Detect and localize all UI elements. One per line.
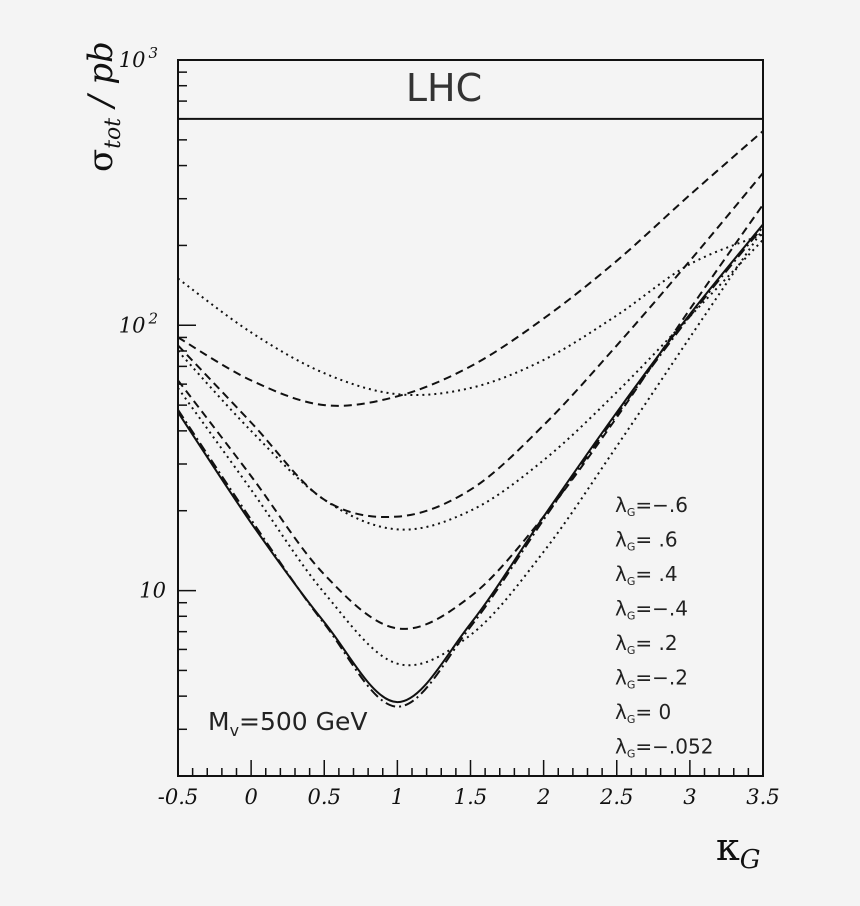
legend-lambda: λ (615, 597, 627, 621)
legend-lambda: λ (615, 700, 627, 724)
legend-sub: G (627, 541, 636, 554)
x-tick-label: 1 (391, 785, 404, 809)
legend-entry-0: λG=−.6 (615, 493, 688, 519)
x-tick-label: 3.5 (746, 785, 779, 809)
legend-sub: G (627, 748, 636, 761)
legend-entry-5: λG=−.2 (615, 666, 688, 692)
x-tick-label: 0.5 (308, 785, 341, 809)
mass-annotation-M: M (208, 707, 230, 736)
legend-sub: G (627, 575, 636, 588)
curve-series-0 (177, 233, 764, 397)
legend: λG=−.6λG= .6λG= .4λG=−.4λG= .2λG=−.2λG= … (615, 493, 713, 761)
legend-value: = .4 (635, 562, 677, 586)
legend-value: = .2 (635, 631, 677, 655)
legend-value: =−.052 (635, 735, 713, 759)
legend-sub: G (627, 644, 636, 657)
curves-group (177, 130, 764, 708)
legend-lambda: λ (615, 735, 627, 759)
legend-lambda: λ (615, 562, 627, 586)
y-tick-base: 10 (119, 48, 146, 72)
y-tick-base: 10 (139, 579, 166, 603)
x-tick-label: 1.5 (454, 785, 487, 809)
curve-series-1 (177, 130, 764, 407)
legend-value: = 0 (635, 700, 671, 724)
x-axis-label-sub: G (740, 845, 761, 875)
legend-lambda: λ (615, 666, 627, 690)
legend-entry-4: λG= .2 (615, 631, 678, 657)
legend-lambda: λ (615, 493, 627, 517)
legend-sub: G (627, 506, 636, 519)
legend-entry-2: λG= .4 (615, 562, 678, 588)
legend-value: =−.4 (635, 597, 688, 621)
legend-value: =−.2 (635, 666, 688, 690)
x-tick-label: -0.5 (158, 785, 199, 809)
y-tick-label: 10 (139, 579, 166, 603)
legend-entry-3: λG=−.4 (615, 597, 688, 623)
x-tick-label: 2 (536, 785, 550, 809)
legend-entry-7: λG=−.052 (615, 735, 713, 761)
y-axis-label-sub: tot (101, 118, 126, 149)
curve-series-2 (177, 172, 764, 518)
mass-annotation: Mv=500 GeV (208, 707, 368, 740)
legend-lambda: λ (615, 528, 627, 552)
curve-series-7 (177, 226, 764, 708)
curve-series-6 (177, 223, 764, 704)
x-tick-label: 3 (683, 785, 696, 809)
legend-sub: G (627, 713, 636, 726)
y-tick-label: 10 3 (119, 44, 158, 72)
x-tick-label: 0 (244, 785, 257, 809)
y-tick-base: 10 (119, 313, 146, 337)
x-axis-label-kappa: κ (716, 825, 740, 869)
x-tick-label: 2.5 (599, 785, 633, 809)
legend-value: =−.6 (635, 493, 688, 517)
legend-lambda: λ (615, 631, 627, 655)
y-tick-exponent: 2 (147, 309, 158, 327)
mass-annotation-rest: =500 GeV (239, 707, 367, 736)
legend-sub: G (627, 610, 636, 623)
x-axis-label: κG (716, 825, 761, 875)
mass-annotation-sub: v (230, 721, 239, 740)
y-tick-label: 10 2 (119, 309, 158, 337)
curve-series-4 (177, 204, 764, 630)
legend-entry-1: λG= .6 (615, 528, 678, 554)
y-axis-label: σtot / pb (81, 41, 126, 172)
y-axis-label-unit: / pb (81, 41, 121, 118)
legend-sub: G (627, 679, 636, 692)
y-axis-label-sigma: σ (81, 149, 121, 172)
y-tick-exponent: 3 (148, 44, 158, 62)
legend-entry-6: λG= 0 (615, 700, 671, 726)
curve-series-3 (177, 239, 764, 531)
chart-title: LHC (406, 66, 482, 110)
legend-value: = .6 (635, 528, 677, 552)
curve-series-5 (177, 228, 764, 667)
